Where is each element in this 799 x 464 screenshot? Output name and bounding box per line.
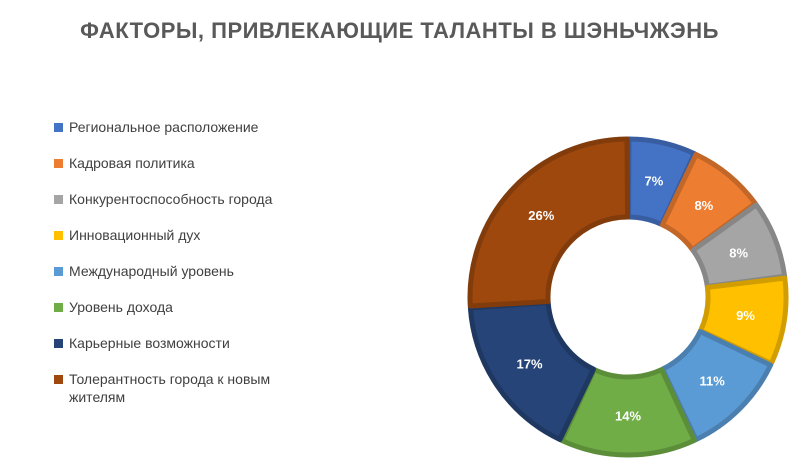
legend-label: Толерантность города к новым жителям [69, 371, 271, 405]
chart-title: ФАКТОРЫ, ПРИВЛЕКАЮЩИЕ ТАЛАНТЫ В ШЭНЬЧЖЭН… [80, 18, 719, 43]
legend-label: Уровень дохода [69, 299, 173, 315]
legend-item: Региональное расположение [54, 118, 324, 154]
slice-label: 26% [528, 208, 554, 223]
slice-label: 11% [699, 374, 725, 389]
legend-item: Международный уровень [54, 262, 324, 298]
legend-label: Карьерные возможности [69, 335, 230, 351]
legend-swatch [54, 159, 63, 168]
legend-swatch [54, 231, 63, 240]
legend-swatch [54, 195, 63, 204]
legend-label: Региональное расположение [69, 119, 259, 135]
legend-swatch [54, 267, 63, 276]
legend-item: Конкурентоспособность города [54, 190, 324, 226]
legend-label: Международный уровень [69, 263, 234, 279]
legend-item: Инновационный дух [54, 226, 324, 262]
donut-slice [467, 136, 631, 309]
slice-label: 8% [729, 246, 748, 261]
legend-swatch [54, 303, 63, 312]
legend-item: Карьерные возможности [54, 334, 324, 370]
legend-label: Инновационный дух [69, 227, 201, 243]
slice-label: 7% [645, 173, 664, 188]
slice-label: 8% [694, 198, 713, 213]
legend-label: Кадровая политика [69, 155, 195, 171]
legend-label: Конкурентоспособность города [69, 191, 273, 207]
legend: Региональное расположение Кадровая полити… [54, 118, 324, 410]
legend-item: Кадровая политика [54, 154, 324, 190]
legend-item: Толерантность города к новым жителям [54, 370, 324, 410]
slice-label: 14% [615, 409, 641, 424]
legend-item: Уровень дохода [54, 298, 324, 334]
legend-swatch [54, 375, 63, 384]
slice-label: 17% [517, 356, 543, 371]
slice-label: 9% [736, 308, 755, 323]
legend-swatch [54, 123, 63, 132]
legend-swatch [54, 339, 63, 348]
donut-chart: 7% 8% 8% 9% 11% 14% 17% 26% [467, 136, 789, 458]
